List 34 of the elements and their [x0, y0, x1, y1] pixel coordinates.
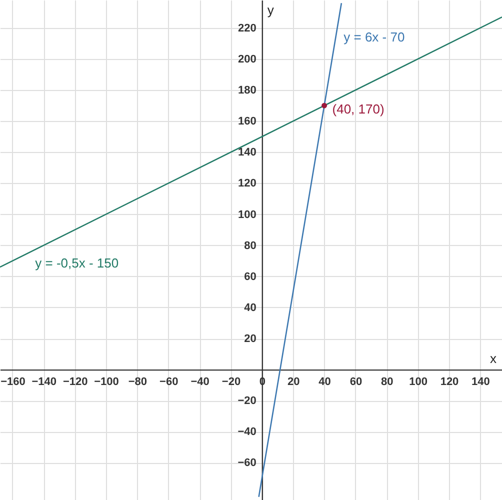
x-tick-label: −120 — [62, 376, 88, 388]
x-tick-label: −20 — [222, 376, 241, 388]
x-tick-label: 100 — [409, 376, 428, 388]
annotation: (40, 170) — [332, 102, 384, 117]
y-tick-label: 80 — [244, 240, 256, 252]
x-tick-label: −160 — [0, 376, 26, 388]
y-tick-label: 140 — [238, 146, 256, 159]
y-tick-label: 20 — [244, 333, 256, 346]
y-tick-label: 160 — [238, 116, 256, 128]
y-tick-label: 180 — [238, 84, 256, 97]
x-tick-label: 40 — [318, 376, 331, 388]
x-tick-label: −40 — [190, 376, 210, 388]
y-tick-label: −60 — [238, 457, 256, 470]
x-tick-label: 20 — [287, 376, 300, 388]
x-tick-label: −60 — [160, 376, 178, 388]
x-axis-title: x — [490, 351, 497, 366]
x-tick-label: −140 — [32, 376, 57, 388]
x-tick-label: −100 — [94, 376, 119, 388]
x-tick-label: 140 — [471, 376, 490, 388]
x-tick-label: −80 — [128, 376, 148, 388]
y-tick-label: 220 — [238, 22, 256, 34]
x-tick-label: 120 — [440, 376, 459, 388]
x-tick-label: 80 — [381, 376, 394, 388]
y-tick-label: 40 — [244, 302, 256, 314]
x-tick-label: 60 — [350, 376, 362, 388]
series-label: y = -0,5x - 150 — [35, 256, 119, 271]
y-tick-label: 200 — [238, 54, 256, 66]
y-axis-title: y — [267, 2, 274, 18]
y-tick-label: 60 — [244, 270, 256, 283]
series-label: y = 6x - 70 — [344, 30, 405, 45]
y-tick-label: 100 — [238, 208, 256, 221]
y-tick-label: −20 — [238, 395, 256, 408]
y-tick-label: −40 — [238, 426, 256, 438]
y-tick-label: 120 — [238, 178, 256, 190]
